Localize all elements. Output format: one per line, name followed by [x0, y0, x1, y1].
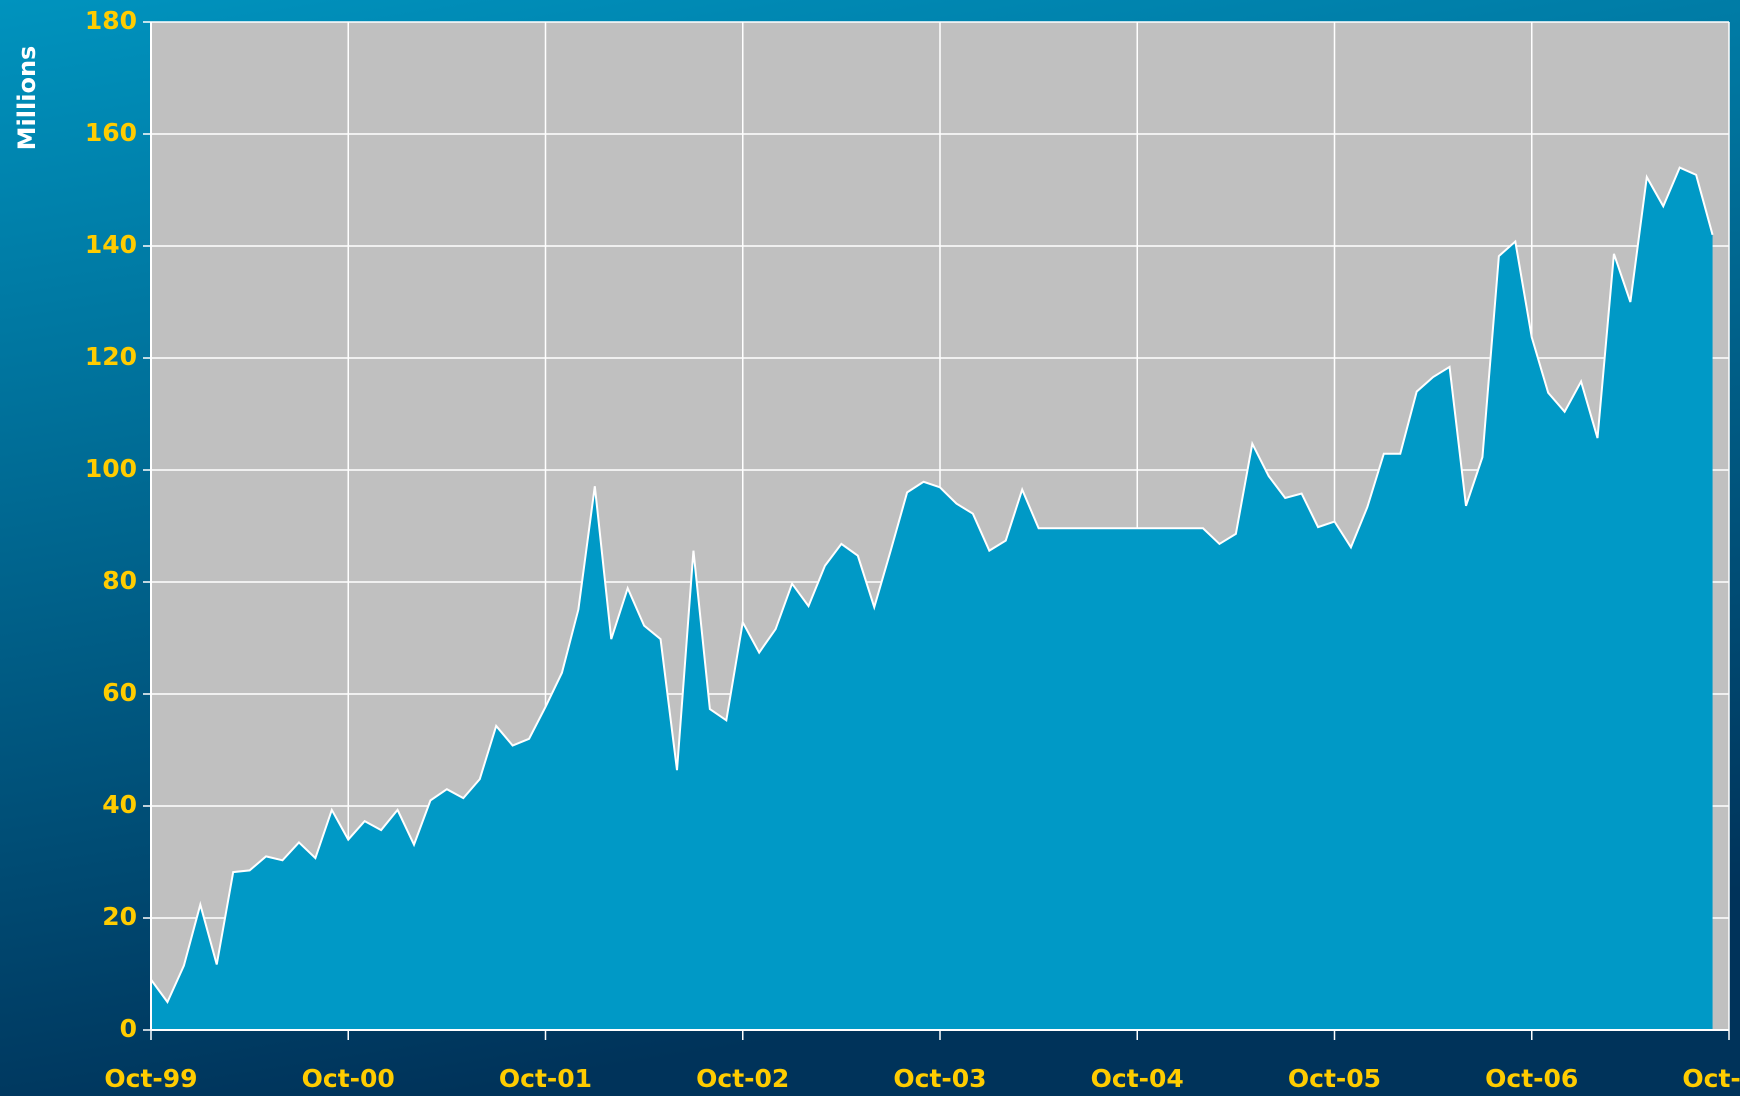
- y-tick-label: 160: [85, 118, 137, 147]
- x-tick-label: Oct-06: [1485, 1064, 1578, 1093]
- y-tick-label: 80: [102, 566, 137, 595]
- y-tick-label: 180: [85, 6, 137, 35]
- x-tick-label: Oct-99: [104, 1064, 197, 1093]
- y-tick-label: 40: [102, 790, 137, 819]
- x-tick-label: Oct-07: [1682, 1064, 1740, 1093]
- x-tick-label: Oct-02: [696, 1064, 789, 1093]
- y-tick-label: 60: [102, 678, 137, 707]
- y-tick-label: 0: [120, 1014, 137, 1043]
- y-tick-label: 20: [102, 902, 137, 931]
- y-tick-label: 120: [85, 342, 137, 371]
- x-tick-label: Oct-01: [499, 1064, 592, 1093]
- area-line: [150, 166, 1714, 1004]
- y-tick-label: 140: [85, 230, 137, 259]
- x-tick-label: Oct-00: [302, 1064, 395, 1093]
- y-tick-label: 100: [85, 454, 137, 483]
- x-tick-label: Oct-03: [893, 1064, 986, 1093]
- area: [151, 167, 1713, 1031]
- x-tick-label: Oct-05: [1288, 1064, 1381, 1093]
- x-tick-label: Oct-04: [1091, 1064, 1184, 1093]
- y-axis-label: Millions: [13, 46, 41, 151]
